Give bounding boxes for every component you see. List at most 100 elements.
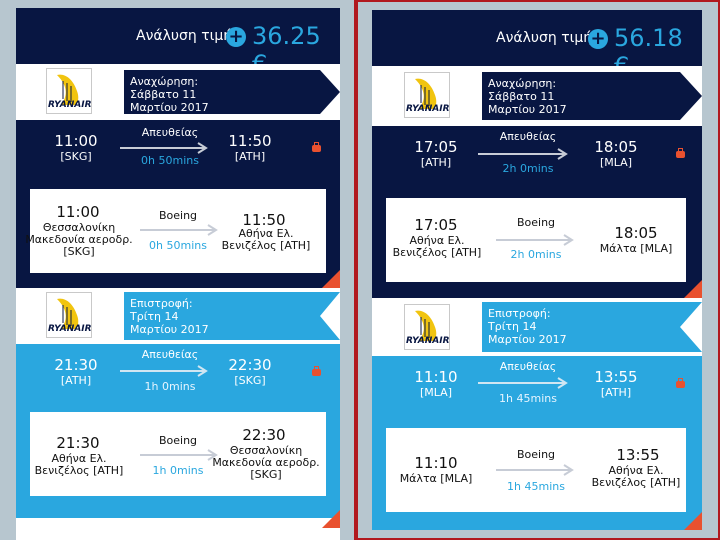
airline-logo: RYANAIR (404, 304, 450, 350)
return-title: Επιστροφή: (130, 297, 193, 310)
return-month: Μαρτίου 2017 (488, 333, 567, 346)
detail-arr-city: Αθήνα Ελ. (238, 227, 294, 240)
flight-duration: 1h 0mins (144, 380, 196, 393)
arrow-right-icon (478, 377, 568, 389)
corner-fold (322, 270, 340, 288)
airline-name: RYANAIR (48, 324, 92, 334)
harp-logo (57, 74, 79, 105)
detail-dep-airport: Μακεδονία αεροδρ. (25, 233, 133, 246)
luggage-icon (312, 366, 321, 376)
outbound-date-banner: Αναχώρηση: Σάββατο 11 Μαρτίου 2017 (482, 72, 702, 120)
arr-code: [ATH] (234, 150, 266, 163)
plus-icon[interactable]: + (588, 29, 608, 49)
flight-type: Απευθείας (141, 126, 199, 139)
flight-duration: 0h 50mins (141, 154, 199, 167)
detail-arr-city: Μάλτα [MLA] (599, 242, 673, 255)
arr-time: 18:05 (594, 138, 638, 156)
corner-fold (684, 280, 702, 298)
outbound-day: Σάββατο 11 (130, 88, 197, 101)
detail-duration: 1h 45mins (507, 480, 565, 493)
dep-time: 17:05 (414, 138, 458, 156)
aircraft-type: Boeing (516, 448, 556, 461)
flight-duration: 1h 45mins (499, 392, 557, 405)
aircraft-type: Boeing (516, 216, 556, 229)
outbound-date-banner: Αναχώρηση: Σάββατο 11 Μαρτίου 2017 (124, 70, 340, 114)
detail-arr-airport: Μακεδονία αεροδρ. (212, 456, 320, 469)
flight-duration: 2h 0mins (502, 162, 554, 175)
detail-dep-city: Μάλτα [MLA] (399, 472, 473, 485)
detail-arr-airport: Βενιζέλος [ATH] (591, 476, 681, 489)
corner-fold (322, 510, 340, 528)
arrow-right-icon (120, 142, 208, 154)
detail-dep-city: Θεσσαλονίκη (42, 221, 116, 234)
detail-arr-airport: Βενιζέλος [ATH] (221, 239, 311, 252)
luggage-icon (312, 142, 321, 152)
dep-time: 21:30 (54, 356, 98, 374)
arr-code: [ATH] (600, 386, 632, 399)
aircraft-type: Boeing (158, 434, 198, 447)
detail-arr-city: Αθήνα Ελ. (608, 464, 664, 477)
arr-time: 11:50 (228, 132, 272, 150)
arr-time: 22:30 (228, 356, 272, 374)
arrow-right-icon (496, 464, 574, 476)
detail-dep-time: 17:05 (414, 216, 458, 234)
return-summary[interactable]: 11:10 [MLA] Απευθείας 1h 45mins 13:55 [A… (372, 356, 702, 530)
return-month: Μαρτίου 2017 (130, 323, 209, 336)
outbound-detail-card: 17:05 Αθήνα Ελ. Βενιζέλος [ATH] Boeing 2… (386, 198, 686, 282)
luggage-icon (676, 148, 685, 158)
return-detail-card: 11:10 Μάλτα [MLA] Boeing 1h 45mins 13:55… (386, 428, 686, 512)
detail-dep-airport: Βενιζέλος [ATH] (34, 464, 124, 477)
dep-code: [SKG] (60, 150, 92, 163)
arrow-right-icon (140, 449, 218, 461)
detail-arr-time: 22:30 (242, 426, 286, 444)
outbound-summary[interactable]: 17:05 [ATH] Απευθείας 2h 0mins 18:05 [ML… (372, 126, 702, 298)
detail-dep-time: 21:30 (56, 434, 100, 452)
detail-arr-time: 18:05 (614, 224, 658, 242)
return-banner-row: RYANAIR Επιστροφή: Τρίτη 14 Μαρτίου 2017 (16, 288, 340, 344)
price-header: Ανάλυση τιμής + 36.25 € (16, 8, 340, 78)
detail-dep-code: [SKG] (63, 245, 95, 258)
outbound-day: Σάββατο 11 (488, 90, 555, 103)
arr-code: [SKG] (234, 374, 266, 387)
price-header: Ανάλυση τιμής + 56.18 € (372, 10, 702, 80)
return-summary[interactable]: 21:30 [ATH] Απευθείας 1h 0mins 22:30 [SK… (16, 344, 340, 518)
plus-icon[interactable]: + (226, 27, 246, 47)
arrow-right-icon (478, 148, 568, 160)
harp-logo (415, 78, 437, 109)
return-date-banner: Επιστροφή: Τρίτη 14 Μαρτίου 2017 (124, 292, 340, 340)
airline-logo: RYANAIR (46, 292, 92, 338)
detail-arr-code: [SKG] (250, 468, 282, 481)
luggage-icon (676, 378, 685, 388)
return-day: Τρίτη 14 (130, 310, 179, 323)
detail-arr-time: 11:50 (242, 211, 286, 229)
dep-code: [ATH] (420, 156, 452, 169)
outbound-month: Μαρτίου 2017 (488, 103, 567, 116)
detail-dep-city: Αθήνα Ελ. (409, 234, 465, 247)
airline-name: RYANAIR (406, 336, 450, 346)
detail-arr-city: Θεσσαλονίκη (229, 444, 303, 457)
return-banner-row: RYANAIR Επιστροφή: Τρίτη 14 Μαρτίου 2017 (372, 298, 702, 356)
corner-fold (684, 512, 702, 530)
airline-logo: RYANAIR (404, 72, 450, 118)
arrow-right-icon (120, 365, 208, 377)
return-day: Τρίτη 14 (488, 320, 537, 333)
flight-type: Απευθείας (141, 348, 199, 361)
outbound-detail-card: 11:00 Θεσσαλονίκη Μακεδονία αεροδρ. [SKG… (25, 189, 326, 273)
arrow-right-icon (140, 224, 218, 236)
outbound-title: Αναχώρηση: (130, 75, 199, 88)
detail-duration: 1h 0mins (152, 464, 204, 477)
airline-logo: RYANAIR (46, 68, 92, 114)
left-itinerary-panel: Ανάλυση τιμής + 36.25 € RYANAIR Αναχώρησ… (0, 0, 356, 540)
bottom-strip (16, 510, 340, 540)
detail-dep-time: 11:00 (56, 203, 100, 221)
detail-arr-time: 13:55 (616, 446, 660, 464)
harp-logo (415, 310, 437, 341)
outbound-summary[interactable]: 11:00 [SKG] Απευθείας 0h 50mins 11:50 [A… (16, 120, 340, 288)
arr-time: 13:55 (594, 368, 638, 386)
outbound-banner-row: RYANAIR Αναχώρηση: Σάββατο 11 Μαρτίου 20… (16, 64, 340, 120)
price-breakdown-label: Ανάλυση τιμής (136, 28, 241, 44)
price-value: 56.18 € (614, 24, 683, 80)
detail-dep-city: Αθήνα Ελ. (51, 452, 107, 465)
dep-time: 11:10 (414, 368, 458, 386)
detail-dep-time: 11:10 (414, 454, 458, 472)
